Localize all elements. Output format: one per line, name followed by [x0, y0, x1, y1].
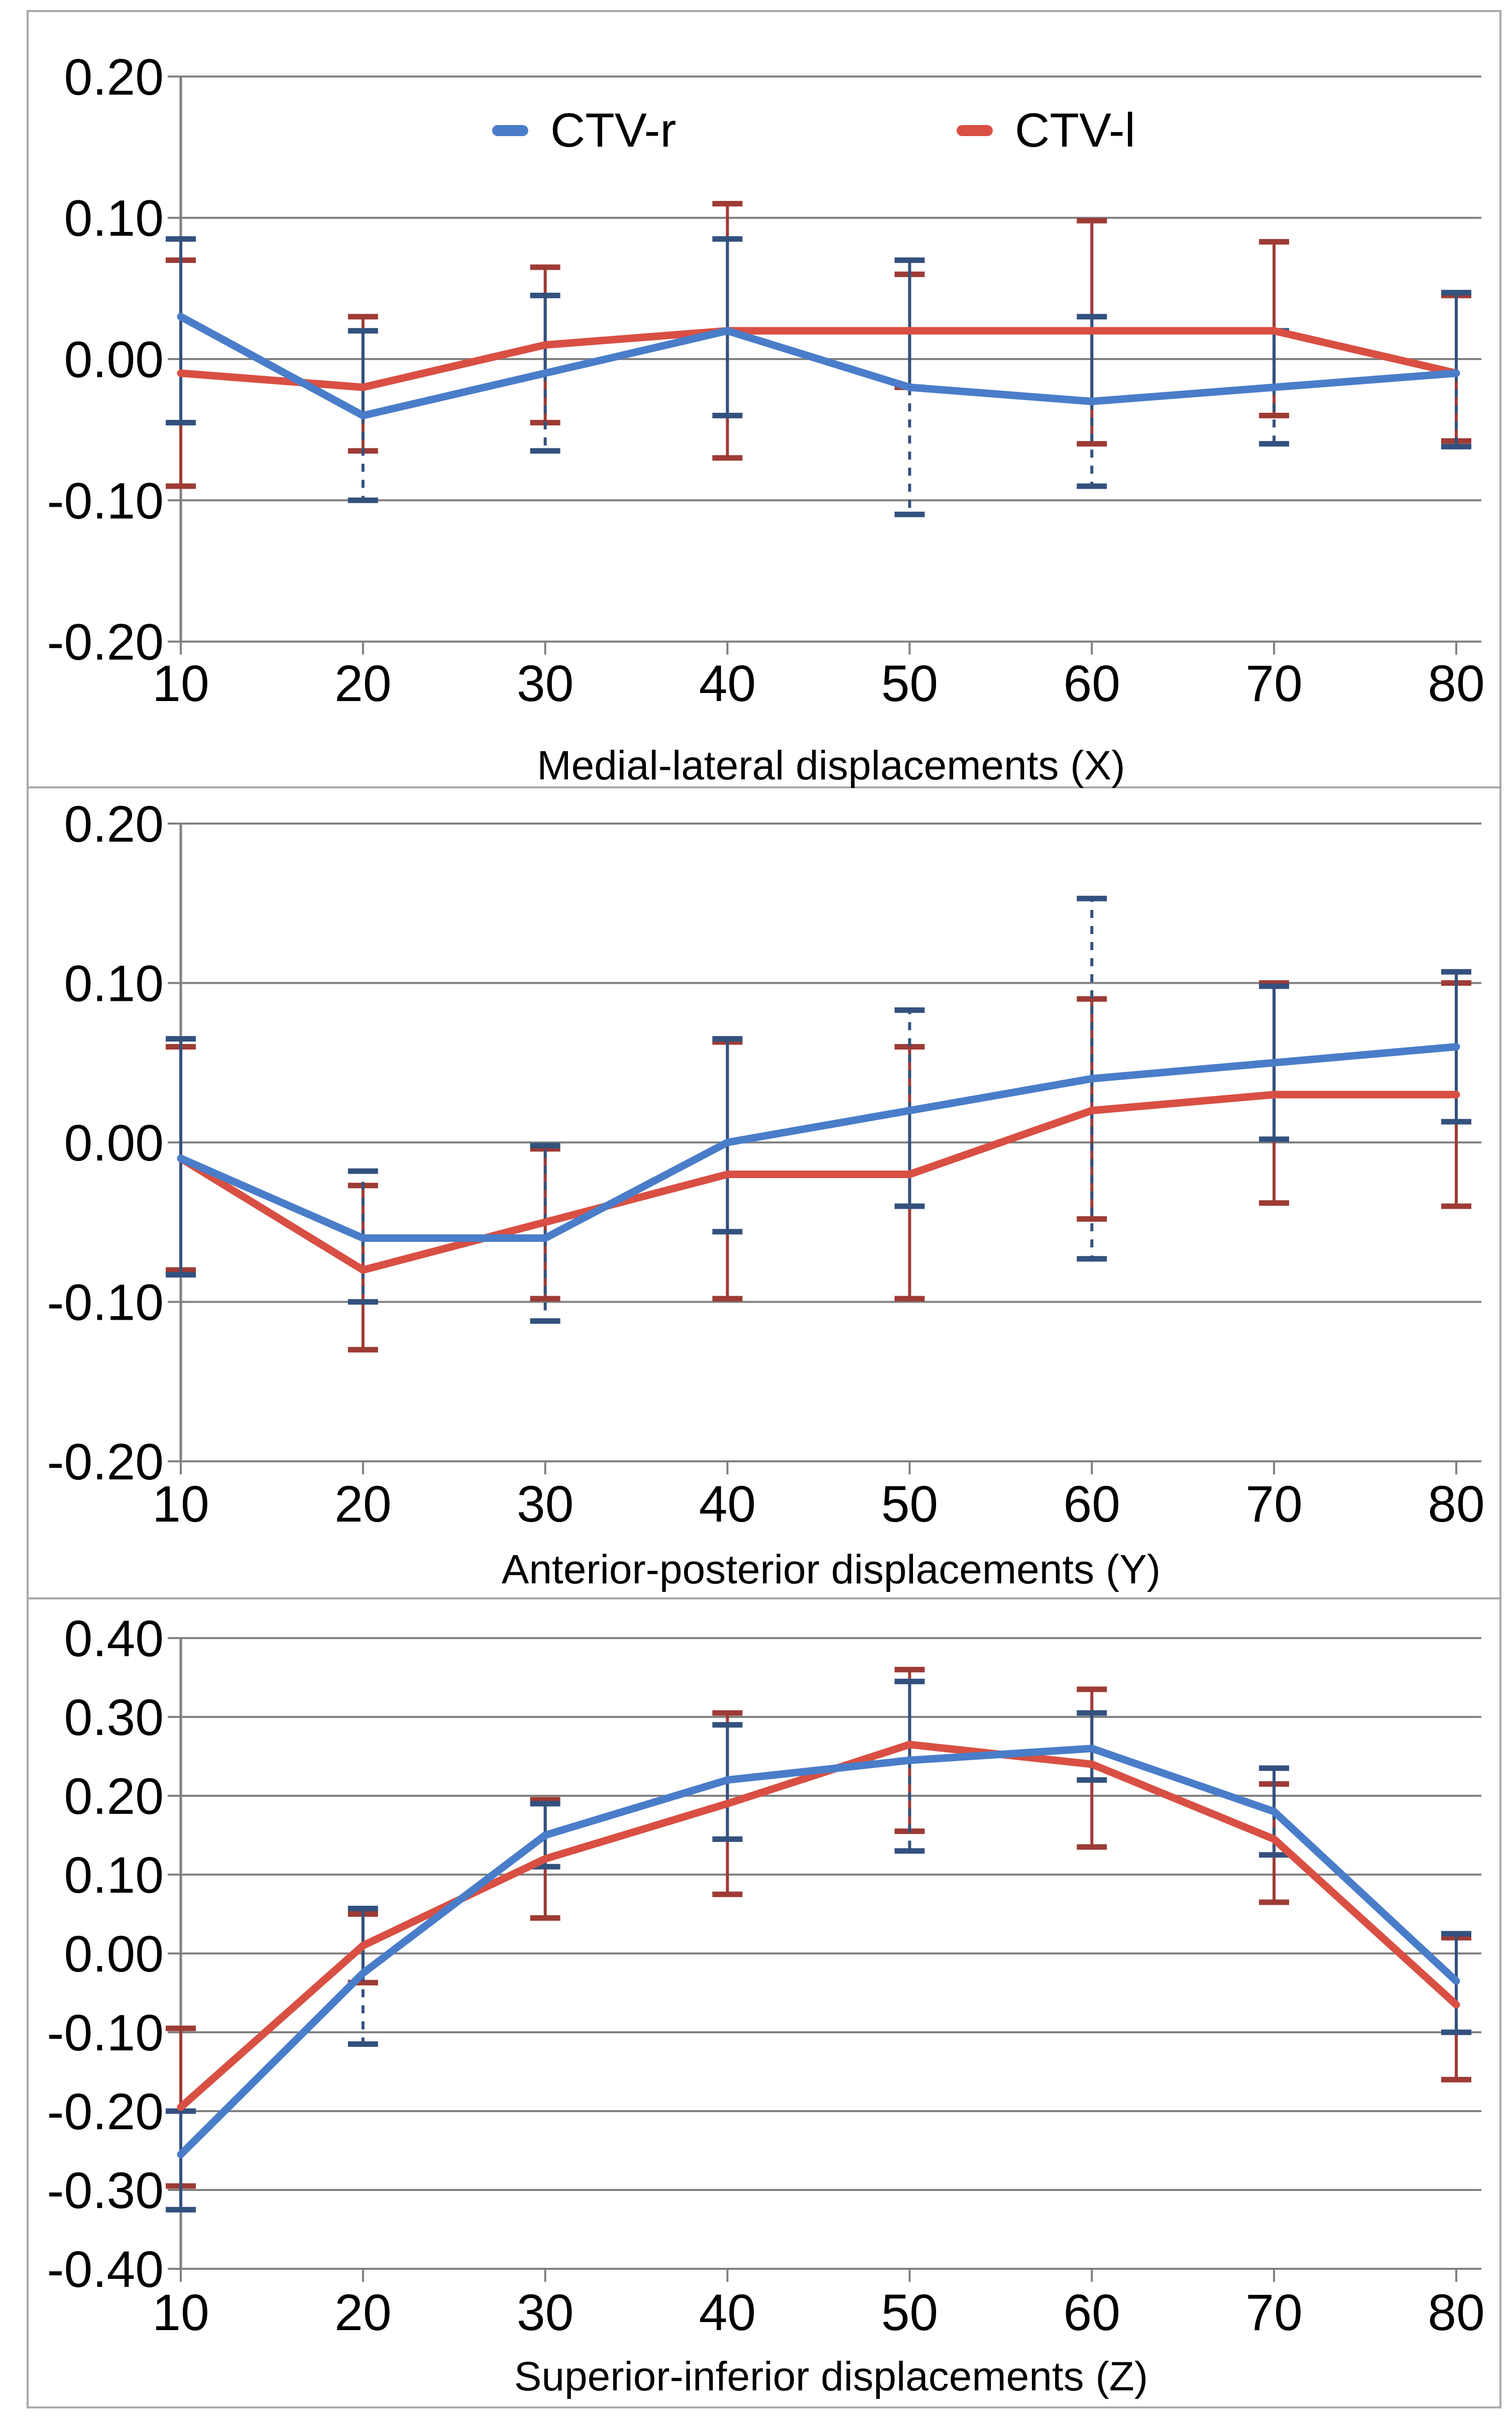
x-tick-label: 80: [1428, 1475, 1484, 1533]
y-tick-label: -0.10: [47, 1274, 164, 1331]
x-tick-label: 40: [699, 2284, 756, 2341]
y-tick-label: 0.00: [64, 1925, 164, 1983]
x-tick-label: 60: [1064, 655, 1120, 712]
x-tick-label: 10: [152, 2284, 209, 2341]
series-line-CTV-r: [177, 1745, 1460, 2158]
y-tick-label: -0.40: [47, 2241, 164, 2298]
legend-item-ctv-r: CTV-r: [492, 100, 676, 161]
series-line-CTV-l: [177, 1091, 1460, 1274]
series-line-CTV-r: [177, 313, 1460, 420]
y-tick-label: 0.00: [64, 331, 164, 388]
x-tick-label: 60: [1064, 2284, 1120, 2341]
y-tick-label: 0.30: [64, 1689, 164, 1746]
x-tick-label: 60: [1064, 1475, 1120, 1533]
y-tick-label: 0.10: [64, 1846, 164, 1904]
x-tick-label: 40: [699, 1475, 756, 1533]
legend-item-ctv-l: CTV-l: [957, 100, 1135, 161]
x-tick-label: 40: [699, 655, 756, 712]
x-tick-label: 50: [881, 655, 938, 712]
x-tick-label: 30: [517, 655, 573, 712]
y-tick-label: 0.20: [64, 48, 164, 105]
x-tick-label: 70: [1245, 1475, 1302, 1533]
y-tick-label: -0.20: [47, 2083, 164, 2140]
x-tick-label: 10: [152, 655, 209, 712]
x-tick-label: 70: [1245, 2284, 1302, 2341]
x-tick-label: 20: [334, 1475, 391, 1533]
x-tick-label: 80: [1428, 655, 1484, 712]
y-tick-label: 0.40: [64, 1610, 164, 1667]
chart-title-y: Anterior-posterior displacements (Y): [502, 1547, 1160, 1592]
y-tick-label: -0.30: [47, 2162, 164, 2219]
y-tick-label: -0.20: [47, 1433, 164, 1490]
ctv-l-line-swatch-icon: [957, 125, 993, 136]
x-tick-label: 70: [1245, 655, 1302, 712]
chart-title-x: Medial-lateral displacements (X): [537, 743, 1125, 788]
series-line-CTV-l: [177, 327, 1460, 391]
y-tick-label: 0.20: [64, 1768, 164, 1825]
x-tick-label: 10: [152, 1475, 209, 1533]
series-line-CTV-l: [177, 1741, 1460, 2111]
figure-border: [27, 10, 1501, 2408]
x-tick-label: 20: [334, 655, 391, 712]
y-tick-label: 0.10: [64, 955, 164, 1012]
x-tick-label: 30: [517, 1475, 573, 1533]
x-tick-label: 50: [881, 1475, 938, 1533]
chart-title-z: Superior-inferior displacements (Z): [514, 2354, 1148, 2399]
y-tick-label: -0.20: [47, 614, 164, 671]
y-tick-label: -0.10: [47, 2004, 164, 2061]
y-tick-label: 0.20: [64, 795, 164, 853]
x-tick-label: 20: [334, 2284, 391, 2341]
x-tick-label: 80: [1428, 2284, 1484, 2341]
x-tick-label: 30: [517, 2284, 573, 2341]
legend-label-ctv-r: CTV-r: [550, 103, 676, 157]
ctv-r-line-swatch-icon: [492, 125, 528, 136]
y-tick-label: 0.00: [64, 1114, 164, 1172]
y-tick-label: 0.10: [64, 190, 164, 247]
legend-label-ctv-l: CTV-l: [1015, 103, 1135, 157]
x-tick-label: 50: [881, 2284, 938, 2341]
y-tick-label: -0.10: [47, 472, 164, 529]
series-line-CTV-r: [177, 1043, 1460, 1242]
